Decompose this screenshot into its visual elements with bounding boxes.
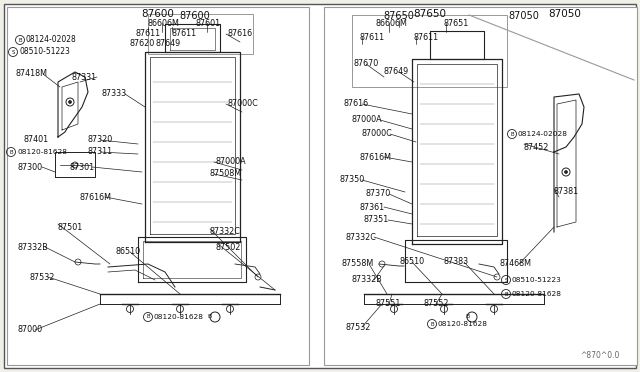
Circle shape bbox=[68, 100, 72, 103]
Text: B: B bbox=[18, 38, 22, 42]
Bar bbox=[352, 15, 507, 87]
Text: 87611: 87611 bbox=[359, 32, 384, 42]
Text: 08120-81628: 08120-81628 bbox=[17, 149, 67, 155]
Text: 87468M: 87468M bbox=[499, 260, 531, 269]
Text: 87532: 87532 bbox=[30, 273, 56, 282]
Text: S: S bbox=[504, 278, 508, 282]
Text: 87452: 87452 bbox=[524, 142, 549, 151]
Text: 87332B: 87332B bbox=[352, 276, 383, 285]
Text: 87418M: 87418M bbox=[15, 70, 47, 78]
Bar bbox=[7, 7, 309, 365]
Text: 87332B: 87332B bbox=[18, 243, 49, 251]
Text: 87620: 87620 bbox=[130, 39, 156, 48]
Text: 87332C: 87332C bbox=[210, 228, 241, 237]
Text: 87650: 87650 bbox=[413, 9, 447, 19]
Text: 87361: 87361 bbox=[360, 202, 385, 212]
Text: 87332C: 87332C bbox=[346, 232, 377, 241]
Text: 87050: 87050 bbox=[548, 9, 581, 19]
Text: 87000A: 87000A bbox=[215, 157, 246, 167]
Circle shape bbox=[564, 170, 568, 173]
Text: 87401: 87401 bbox=[24, 135, 49, 144]
Text: 87649: 87649 bbox=[155, 39, 180, 48]
Text: 87616M: 87616M bbox=[80, 192, 112, 202]
Text: 87600: 87600 bbox=[141, 9, 175, 19]
Text: 86510: 86510 bbox=[115, 247, 140, 257]
Text: 87532: 87532 bbox=[346, 323, 371, 331]
Text: 87320: 87320 bbox=[88, 135, 113, 144]
Text: B: B bbox=[504, 292, 508, 296]
Text: 87383: 87383 bbox=[444, 257, 469, 266]
Text: 86510: 86510 bbox=[399, 257, 424, 266]
Text: 87558M: 87558M bbox=[342, 260, 374, 269]
Text: 87301: 87301 bbox=[70, 163, 95, 171]
Text: 87611: 87611 bbox=[414, 32, 439, 42]
Text: 08124-02028: 08124-02028 bbox=[26, 35, 77, 45]
Text: 87670: 87670 bbox=[354, 60, 380, 68]
Text: 08120-81628: 08120-81628 bbox=[438, 321, 488, 327]
Text: 87501: 87501 bbox=[58, 222, 83, 231]
Text: 87601: 87601 bbox=[196, 19, 221, 28]
Text: 08510-51223: 08510-51223 bbox=[512, 277, 562, 283]
Text: 86606M: 86606M bbox=[376, 19, 408, 28]
Text: 08120-81628: 08120-81628 bbox=[154, 314, 204, 320]
Text: 87552: 87552 bbox=[424, 299, 449, 308]
Text: 87616: 87616 bbox=[228, 29, 253, 38]
Text: 87616M: 87616M bbox=[359, 153, 391, 161]
Text: ^870^0.0: ^870^0.0 bbox=[580, 351, 620, 360]
Text: 87551: 87551 bbox=[376, 299, 401, 308]
Text: 86606M: 86606M bbox=[148, 19, 180, 28]
Text: 08120-81628: 08120-81628 bbox=[512, 291, 562, 297]
Text: 87611: 87611 bbox=[172, 29, 197, 38]
Text: 87050: 87050 bbox=[509, 11, 540, 21]
Text: 87300: 87300 bbox=[18, 163, 43, 171]
Text: 87351: 87351 bbox=[364, 215, 389, 224]
Text: 87000C: 87000C bbox=[228, 99, 259, 109]
Text: S: S bbox=[12, 49, 15, 55]
Text: B: B bbox=[430, 321, 434, 327]
Text: 87508M: 87508M bbox=[210, 170, 242, 179]
Text: B: B bbox=[9, 150, 13, 154]
Text: 87000A: 87000A bbox=[352, 115, 383, 125]
Text: 87611: 87611 bbox=[136, 29, 161, 38]
Text: 87350: 87350 bbox=[339, 176, 364, 185]
Text: 87000C: 87000C bbox=[362, 129, 393, 138]
Bar bbox=[148, 14, 253, 54]
Text: B: B bbox=[465, 314, 469, 320]
Text: 87651: 87651 bbox=[444, 19, 469, 28]
Text: 87600: 87600 bbox=[180, 11, 211, 21]
Bar bbox=[324, 7, 637, 365]
Text: 08510-51223: 08510-51223 bbox=[19, 48, 70, 57]
Text: 87333: 87333 bbox=[102, 90, 127, 99]
Text: B: B bbox=[208, 314, 212, 320]
Text: B: B bbox=[510, 131, 514, 137]
Text: 87502: 87502 bbox=[215, 243, 241, 251]
Text: 87650: 87650 bbox=[383, 11, 415, 21]
Text: 87649: 87649 bbox=[384, 67, 409, 77]
Text: 87311: 87311 bbox=[88, 148, 113, 157]
Text: 87616: 87616 bbox=[344, 99, 369, 109]
Text: 87000: 87000 bbox=[18, 326, 43, 334]
Text: B: B bbox=[146, 314, 150, 320]
Text: 87381: 87381 bbox=[554, 187, 579, 196]
Text: 87331: 87331 bbox=[72, 73, 97, 81]
Text: 87370: 87370 bbox=[366, 189, 391, 199]
Text: 08124-02028: 08124-02028 bbox=[518, 131, 568, 137]
